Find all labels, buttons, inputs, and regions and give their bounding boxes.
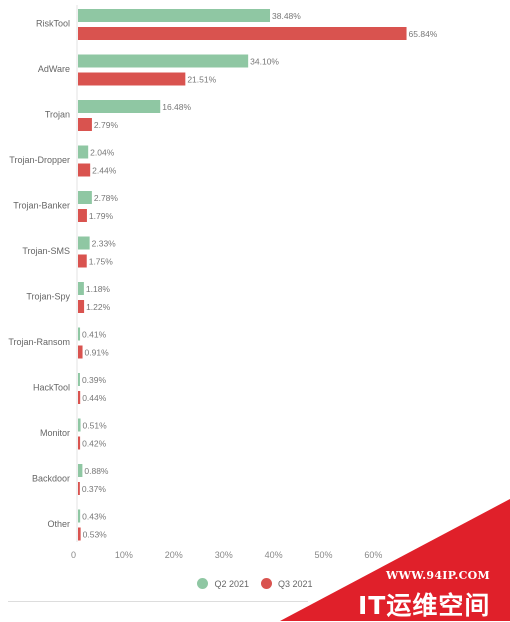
bars	[78, 9, 407, 541]
data-label: 2.78%	[94, 193, 119, 203]
bar-q2[interactable]	[78, 464, 83, 477]
bar-q3[interactable]	[78, 163, 91, 177]
data-label: 0.91%	[85, 348, 110, 358]
data-label: 0.41%	[82, 330, 107, 340]
category-label: Monitor	[40, 428, 70, 438]
x-tick-label: 0	[71, 550, 76, 560]
data-label: 2.33%	[92, 239, 117, 249]
bar-q3[interactable]	[78, 345, 83, 359]
bar-q2[interactable]	[78, 145, 89, 159]
category-label: AdWare	[38, 64, 70, 74]
legend-swatch-q3	[261, 578, 272, 589]
category-label: Trojan-Spy	[26, 292, 70, 302]
category-label: Trojan-SMS	[22, 246, 70, 256]
data-label: 0.42%	[82, 439, 107, 449]
category-label: Trojan-Ransom	[8, 337, 70, 347]
x-tick-label: 20%	[165, 550, 183, 560]
data-label: 0.37%	[82, 484, 107, 494]
bar-q3[interactable]	[78, 300, 85, 313]
watermark-url: WWW.94IP.COM	[386, 569, 491, 582]
category-label: HackTool	[33, 383, 70, 393]
category-label: Trojan	[45, 110, 70, 120]
data-label: 21.51%	[187, 75, 216, 85]
legend-item-q2[interactable]: Q2 2021	[197, 578, 249, 589]
category-label: RiskTool	[36, 19, 70, 29]
data-label: 65.84%	[409, 29, 438, 39]
legend-swatch-q2	[197, 578, 209, 589]
watermark-triangle	[280, 499, 510, 621]
data-label: 1.79%	[89, 211, 114, 221]
bar-q2[interactable]	[78, 54, 249, 68]
bar-q2[interactable]	[78, 509, 81, 523]
watermark-brand: IT运维空间	[358, 591, 491, 620]
category-labels: RiskTool AdWare Trojan Trojan-Dropper Trojan…	[8, 19, 70, 530]
bar-q3[interactable]	[78, 118, 92, 131]
bar-q3[interactable]	[78, 527, 81, 541]
category-label: Backdoor	[32, 474, 70, 484]
bar-q2[interactable]	[78, 282, 84, 295]
x-tick-label: 10%	[115, 550, 133, 560]
bar-q3[interactable]	[78, 72, 186, 86]
category-label: Trojan-Dropper	[9, 155, 70, 165]
data-label: 0.51%	[83, 421, 108, 431]
data-label: 38.48%	[272, 11, 301, 21]
x-tick-label: 40%	[265, 550, 283, 560]
category-label: Trojan-Banker	[13, 201, 70, 211]
x-tick-label: 30%	[215, 550, 233, 560]
data-label: 0.53%	[83, 530, 108, 540]
bar-q2[interactable]	[78, 373, 80, 386]
data-label: 2.44%	[92, 166, 117, 176]
bar-q2[interactable]	[78, 100, 161, 113]
data-label: 2.04%	[90, 148, 115, 158]
value-labels: 38.48% 65.84% 34.10% 21.51% 16.48% 2.79% 2.04%…	[82, 11, 438, 540]
data-label: 34.10%	[250, 57, 279, 67]
bar-q3[interactable]	[78, 391, 81, 404]
bar-q3[interactable]	[78, 436, 81, 450]
legend-label-q2: Q2 2021	[214, 578, 249, 589]
bar-q2[interactable]	[78, 236, 90, 250]
data-label: 0.43%	[82, 512, 107, 522]
horizontal-bar-chart: RiskTool AdWare Trojan Trojan-Dropper Trojan…	[8, 5, 438, 560]
bottom-divider	[8, 601, 308, 602]
data-label: 16.48%	[162, 102, 191, 112]
bar-q2[interactable]	[78, 418, 81, 432]
bar-q2[interactable]	[78, 191, 92, 204]
data-label: 0.44%	[82, 393, 107, 403]
data-label: 0.39%	[82, 375, 107, 385]
data-label: 1.18%	[86, 284, 111, 294]
bar-q3[interactable]	[78, 482, 80, 495]
bar-q3[interactable]	[78, 209, 87, 222]
bar-q3[interactable]	[78, 27, 407, 40]
bar-q3[interactable]	[78, 254, 87, 268]
data-label: 1.75%	[89, 257, 114, 267]
category-label: Other	[47, 519, 70, 529]
bar-q2[interactable]	[78, 9, 271, 22]
data-label: 1.22%	[86, 302, 111, 312]
data-label: 2.79%	[94, 120, 119, 130]
bar-q2[interactable]	[78, 327, 81, 341]
data-label: 0.88%	[84, 466, 109, 476]
